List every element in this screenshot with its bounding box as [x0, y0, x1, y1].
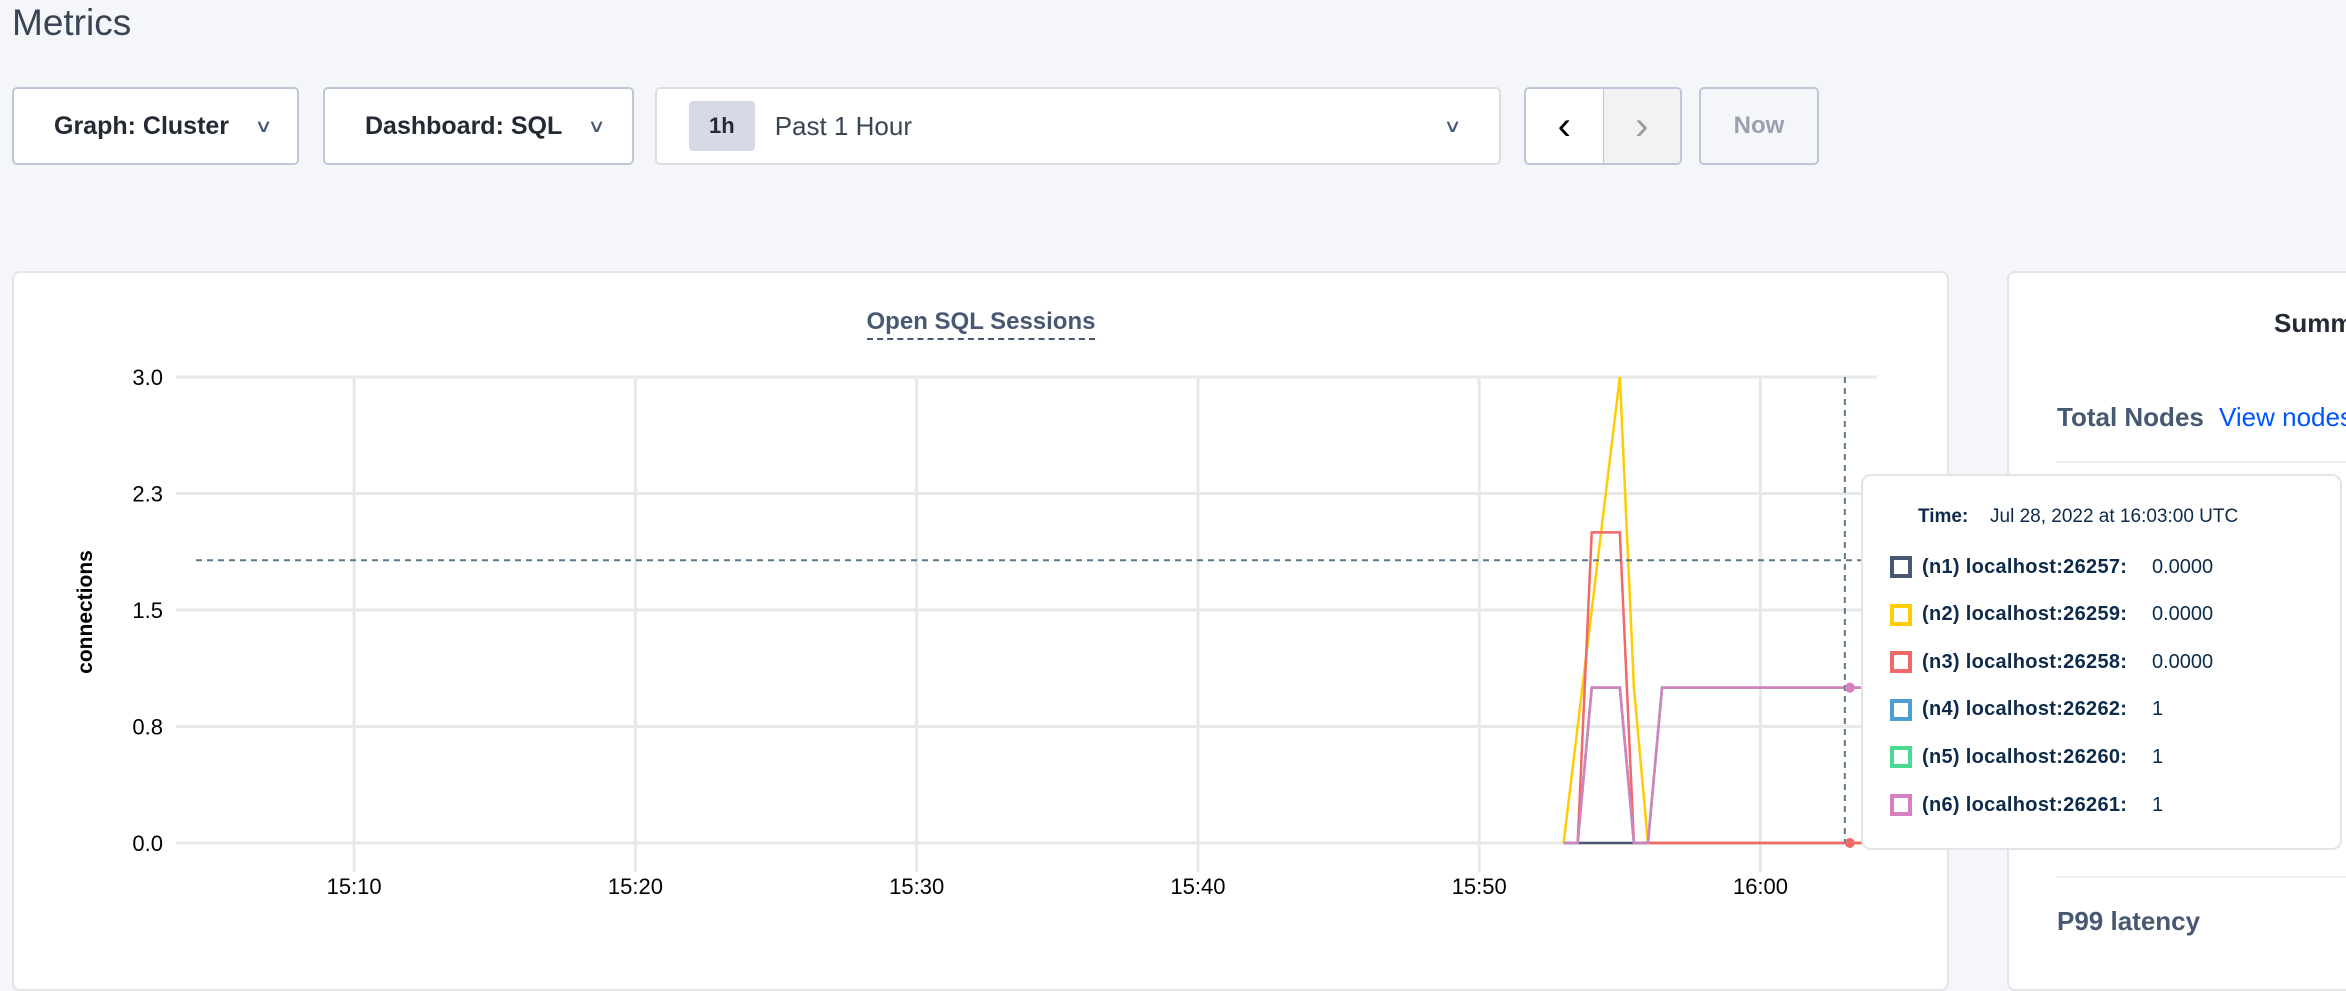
- total-nodes-label: Total Nodes: [2057, 402, 2204, 432]
- tooltip-series-value: 1: [2152, 698, 2164, 721]
- x-tick-label: 15:50: [1452, 874, 1507, 899]
- hover-point: [1844, 682, 1855, 693]
- next-range-button[interactable]: ›: [1603, 89, 1680, 163]
- dashboard-select-label: Dashboard: SQL: [365, 111, 563, 140]
- tooltip-series-name: (n4) localhost:26262:: [1922, 698, 2128, 721]
- y-tick-label: 1.5: [132, 598, 163, 623]
- hover-point: [1844, 838, 1855, 848]
- tooltip-series-value: 0.0000: [2152, 603, 2214, 626]
- chevron-down-icon: ∨: [254, 115, 273, 136]
- tooltip-series-value: 1: [2152, 793, 2164, 816]
- tooltip-row: (n2) localhost:26259: 0.0000: [1890, 603, 2213, 627]
- tooltip-time-label: Time:: [1918, 506, 1969, 527]
- tooltip-series-value: 0.0000: [2152, 555, 2214, 578]
- series-line: [1563, 686, 1873, 845]
- tooltip-row: (n1) localhost:26257: 0.0000: [1890, 555, 2213, 579]
- chart-card: [12, 271, 1949, 991]
- chart-title-text: Open SQL Sessions: [866, 308, 1096, 340]
- divider: [2056, 461, 2346, 463]
- summary-title: Summ: [2274, 308, 2346, 338]
- open-sql-sessions-chart[interactable]: 0.0 0.8 1.5 2.3 3.0 15:10 15:20 15:30 15:40 15:50…: [0, 0, 1960, 978]
- x-tick-label: 15:30: [889, 874, 944, 899]
- time-range-label: Past 1 Hour: [774, 110, 912, 141]
- divider: [2056, 876, 2346, 878]
- tooltip-series-name: (n5) localhost:26260:: [1922, 745, 2128, 768]
- tooltip-series-value: 1: [2152, 745, 2164, 768]
- previous-range-button[interactable]: ‹: [1526, 89, 1604, 163]
- series-swatch-icon: [1890, 651, 1912, 674]
- series-swatch-icon: [1890, 794, 1912, 816]
- series-swatch-icon: [1890, 556, 1912, 578]
- chart-tooltip: [1861, 474, 2342, 850]
- y-axis-label: connections: [74, 550, 97, 674]
- tooltip-row: (n4) localhost:26262: 1: [1890, 698, 2163, 722]
- dashboard-select[interactable]: Dashboard: SQL ∨: [323, 87, 634, 165]
- series-swatch-icon: [1890, 746, 1912, 769]
- x-tick-label: 15:10: [327, 874, 382, 899]
- tooltip-row: (n5) localhost:26260: 1: [1890, 745, 2163, 769]
- tooltip-series-name: (n3) localhost:26258:: [1922, 650, 2128, 673]
- chevron-down-icon: ∨: [587, 115, 607, 136]
- p99-latency-label: P99 latency: [2057, 906, 2201, 936]
- chevron-left-icon: ‹: [1557, 103, 1571, 148]
- tooltip-row: (n3) localhost:26258: 0.0000: [1890, 650, 2213, 674]
- view-nodes-link[interactable]: View nodes: [2219, 402, 2346, 432]
- y-tick-label: 3.0: [132, 365, 163, 390]
- tooltip-row: (n6) localhost:26261: 1: [1890, 793, 2163, 817]
- time-range-select[interactable]: 1h Past 1 Hour ∨: [655, 87, 1501, 165]
- series-swatch-icon: [1890, 603, 1912, 626]
- y-tick-label: 0.8: [132, 715, 163, 740]
- page-title: Metrics: [12, 2, 132, 43]
- x-tick-label: 15:40: [1170, 874, 1225, 899]
- tooltip-series-name: (n2) localhost:26259:: [1922, 603, 2128, 626]
- chevron-right-icon: ›: [1635, 103, 1649, 148]
- x-tick-label: 16:00: [1733, 874, 1788, 899]
- y-tick-label: 2.3: [132, 482, 163, 507]
- time-range-badge: 1h: [689, 101, 755, 151]
- time-nav-group: ‹ ›: [1524, 87, 1682, 165]
- y-tick-label: 0.0: [132, 831, 163, 856]
- x-tick-label: 15:20: [608, 874, 663, 899]
- tooltip-time-value: Jul 28, 2022 at 16:03:00 UTC: [1990, 506, 2239, 527]
- series-line: [1563, 686, 1873, 845]
- tooltip-series-value: 0.0000: [2152, 650, 2214, 673]
- chart-title: Open SQL Sessions: [0, 308, 1962, 340]
- series-swatch-icon: [1890, 698, 1912, 721]
- series-line: [1563, 686, 1873, 845]
- graph-select-label: Graph: Cluster: [54, 111, 230, 140]
- now-button[interactable]: Now: [1699, 87, 1819, 165]
- chevron-down-icon: ∨: [1443, 115, 1462, 136]
- graph-select[interactable]: Graph: Cluster ∨: [12, 87, 299, 165]
- tooltip-series-name: (n1) localhost:26257:: [1922, 555, 2128, 578]
- tooltip-series-name: (n6) localhost:26261:: [1922, 793, 2128, 816]
